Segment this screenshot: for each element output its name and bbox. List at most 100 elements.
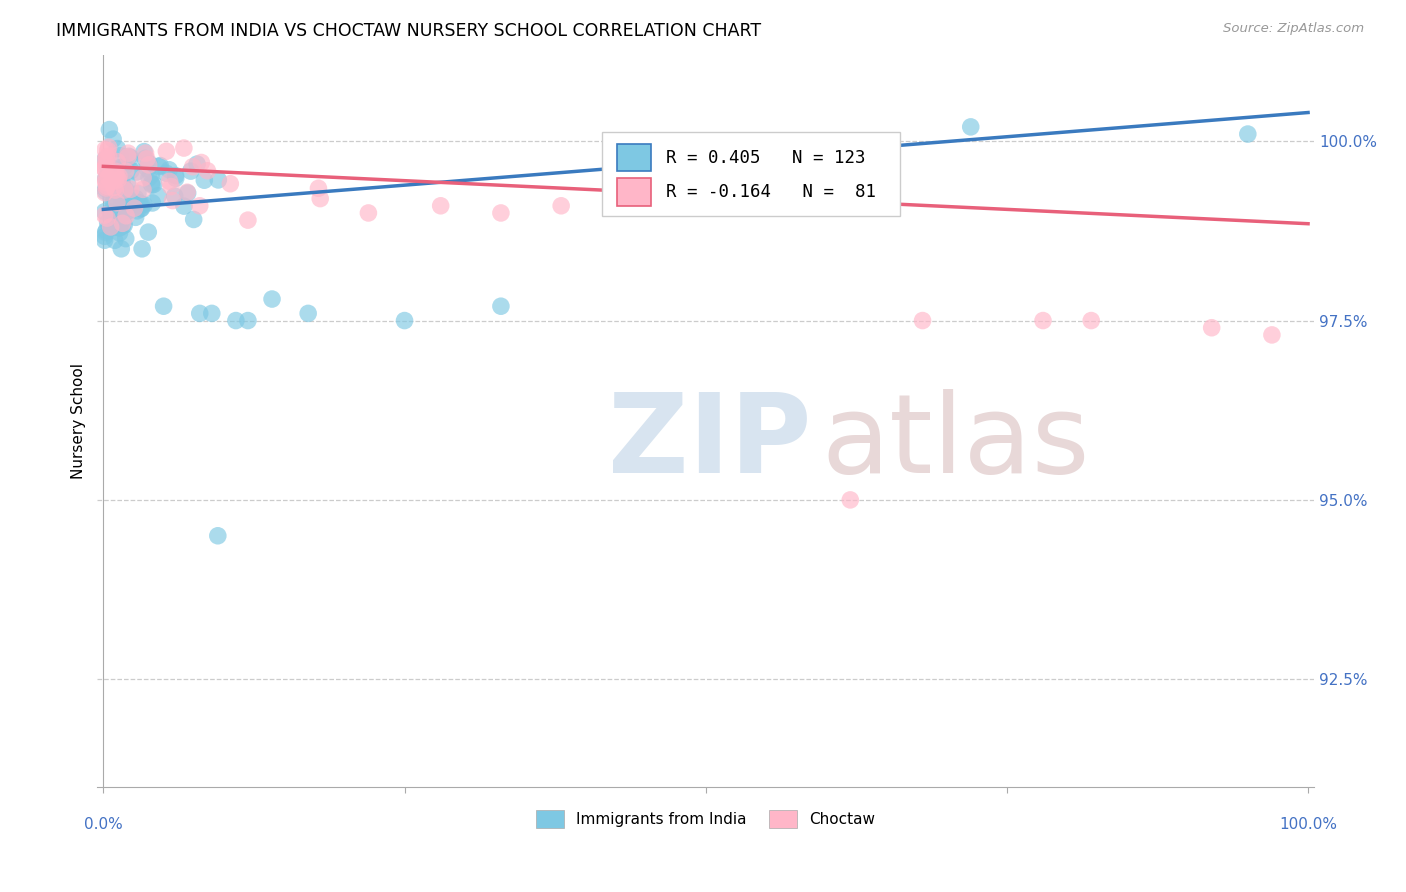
- Point: [97, 149, 120, 163]
- Point: [489, 206, 512, 220]
- Point: [127, 195, 149, 210]
- Point: [111, 194, 134, 208]
- Point: [394, 313, 416, 327]
- Point: [114, 199, 136, 213]
- FancyBboxPatch shape: [617, 178, 651, 206]
- Point: [105, 165, 128, 179]
- Point: [112, 193, 135, 207]
- Point: [149, 159, 172, 173]
- Point: [124, 211, 146, 225]
- Point: [94, 182, 117, 196]
- Point: [225, 313, 247, 327]
- Point: [108, 161, 131, 175]
- FancyBboxPatch shape: [602, 132, 900, 216]
- Text: R = -0.164   N =  81: R = -0.164 N = 81: [665, 183, 876, 201]
- Point: [94, 175, 117, 189]
- Point: [128, 195, 150, 210]
- Point: [103, 220, 125, 235]
- Point: [104, 164, 127, 178]
- Point: [108, 149, 131, 163]
- Point: [103, 178, 125, 192]
- Text: 0.0%: 0.0%: [84, 817, 122, 832]
- Point: [114, 183, 136, 197]
- Point: [114, 183, 136, 197]
- Point: [117, 176, 139, 190]
- Point: [163, 189, 186, 203]
- Point: [96, 224, 118, 238]
- Point: [108, 169, 131, 184]
- Point: [97, 168, 120, 182]
- Point: [107, 172, 129, 186]
- Point: [120, 194, 142, 208]
- Point: [97, 177, 120, 191]
- Point: [129, 202, 152, 216]
- Point: [107, 219, 129, 234]
- Point: [105, 169, 128, 183]
- Point: [105, 213, 128, 227]
- Point: [115, 209, 138, 223]
- Point: [134, 151, 156, 165]
- Point: [186, 157, 208, 171]
- Point: [125, 165, 148, 179]
- Point: [110, 181, 132, 195]
- Point: [93, 233, 115, 247]
- Point: [111, 183, 134, 197]
- Point: [108, 226, 131, 240]
- Point: [101, 173, 124, 187]
- Point: [103, 192, 125, 206]
- Point: [112, 186, 135, 201]
- Point: [100, 177, 122, 191]
- Point: [190, 155, 212, 169]
- Point: [138, 158, 160, 172]
- Point: [94, 172, 117, 186]
- Point: [111, 204, 134, 219]
- Point: [98, 204, 121, 219]
- Point: [120, 151, 142, 165]
- Point: [101, 132, 124, 146]
- Point: [112, 218, 135, 232]
- Point: [159, 174, 181, 188]
- Point: [114, 232, 136, 246]
- Point: [108, 220, 131, 235]
- Point: [117, 146, 139, 161]
- Point: [93, 204, 115, 219]
- Text: Source: ZipAtlas.com: Source: ZipAtlas.com: [1223, 22, 1364, 36]
- Point: [839, 492, 862, 507]
- Point: [94, 171, 117, 186]
- Point: [181, 160, 204, 174]
- Text: IMMIGRANTS FROM INDIA VS CHOCTAW NURSERY SCHOOL CORRELATION CHART: IMMIGRANTS FROM INDIA VS CHOCTAW NURSERY…: [56, 22, 762, 40]
- Point: [104, 204, 127, 219]
- Point: [131, 197, 153, 211]
- Point: [96, 179, 118, 194]
- Point: [155, 145, 177, 159]
- Point: [207, 529, 229, 543]
- Point: [101, 196, 124, 211]
- Point: [141, 168, 163, 182]
- Point: [489, 299, 512, 313]
- Point: [122, 197, 145, 211]
- Point: [141, 177, 163, 191]
- Point: [165, 171, 187, 186]
- Point: [127, 203, 149, 218]
- Point: [155, 166, 177, 180]
- Point: [110, 217, 132, 231]
- Point: [148, 160, 170, 174]
- Point: [96, 156, 118, 170]
- Point: [97, 170, 120, 185]
- Point: [188, 306, 211, 320]
- Point: [162, 194, 184, 208]
- Point: [94, 143, 117, 157]
- Point: [104, 233, 127, 247]
- Point: [131, 202, 153, 216]
- Point: [183, 212, 205, 227]
- Point: [134, 198, 156, 212]
- Point: [176, 186, 198, 200]
- Point: [112, 160, 135, 174]
- Point: [111, 175, 134, 189]
- Point: [97, 144, 120, 158]
- Point: [911, 313, 934, 327]
- Point: [165, 169, 187, 183]
- Point: [132, 170, 155, 185]
- Point: [120, 163, 142, 178]
- Point: [103, 180, 125, 194]
